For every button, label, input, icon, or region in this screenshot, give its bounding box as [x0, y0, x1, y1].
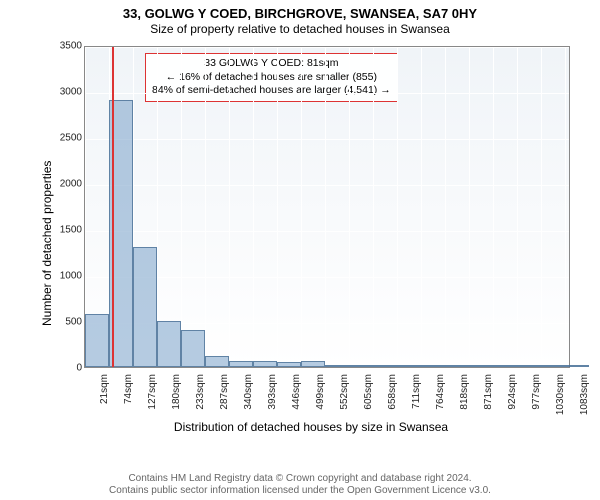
- page-title: 33, GOLWG Y COED, BIRCHGROVE, SWANSEA, S…: [0, 6, 600, 22]
- x-tick: 871sqm: [483, 374, 494, 410]
- histogram-bar: [541, 365, 565, 367]
- x-tick: 1083sqm: [579, 374, 590, 415]
- y-tick: 500: [65, 317, 82, 328]
- y-axis-label: Number of detached properties: [40, 41, 54, 206]
- histogram-bar: [85, 314, 109, 367]
- histogram-bar: [565, 365, 589, 367]
- y-tick: 2500: [60, 133, 82, 144]
- x-tick: 658sqm: [387, 374, 398, 410]
- x-tick: 21sqm: [99, 374, 110, 404]
- x-tick: 818sqm: [459, 374, 470, 410]
- x-tick: 233sqm: [195, 374, 206, 410]
- histogram-bar: [133, 247, 157, 367]
- footer-line: Contains HM Land Registry data © Crown c…: [0, 473, 600, 485]
- x-tick: 446sqm: [291, 374, 302, 410]
- x-tick: 74sqm: [123, 374, 134, 404]
- reference-line: [112, 47, 114, 367]
- x-tick: 499sqm: [315, 374, 326, 410]
- x-tick: 127sqm: [147, 374, 158, 410]
- histogram-bar: [373, 365, 397, 367]
- annotation-line: ← 16% of detached houses are smaller (85…: [152, 71, 391, 85]
- chart: Number of detached properties 33 GOLWG Y…: [44, 46, 578, 418]
- y-tick: 1000: [60, 271, 82, 282]
- footer-line: Contains public sector information licen…: [0, 485, 600, 497]
- x-tick: 924sqm: [507, 374, 518, 410]
- histogram-bar: [253, 361, 277, 367]
- x-tick: 605sqm: [363, 374, 374, 410]
- annotation-box: 33 GOLWG Y COED: 81sqm ← 16% of detached…: [145, 53, 398, 102]
- y-tick: 1500: [60, 225, 82, 236]
- annotation-line: 84% of semi-detached houses are larger (…: [152, 84, 391, 98]
- x-tick: 287sqm: [219, 374, 230, 410]
- x-tick: 393sqm: [267, 374, 278, 410]
- histogram-bar: [421, 365, 445, 367]
- x-tick: 180sqm: [171, 374, 182, 410]
- x-tick: 340sqm: [243, 374, 254, 410]
- histogram-bar: [445, 365, 469, 367]
- page-subtitle: Size of property relative to detached ho…: [0, 22, 600, 37]
- histogram-bar: [157, 321, 181, 367]
- x-axis-label: Distribution of detached houses by size …: [44, 420, 578, 434]
- y-tick: 3000: [60, 87, 82, 98]
- histogram-bar: [493, 365, 517, 367]
- title-block: 33, GOLWG Y COED, BIRCHGROVE, SWANSEA, S…: [0, 0, 600, 37]
- footer: Contains HM Land Registry data © Crown c…: [0, 473, 600, 497]
- x-tick: 977sqm: [531, 374, 542, 410]
- histogram-bar: [277, 362, 301, 367]
- histogram-bar: [301, 361, 325, 367]
- annotation-line: 33 GOLWG Y COED: 81sqm: [152, 57, 391, 71]
- histogram-bar: [469, 365, 493, 367]
- y-tick: 2000: [60, 179, 82, 190]
- histogram-bar: [205, 356, 229, 367]
- histogram-bar: [181, 330, 205, 367]
- y-tick: 0: [76, 363, 82, 374]
- histogram-bar: [229, 361, 253, 367]
- x-tick: 552sqm: [339, 374, 350, 410]
- x-tick: 1030sqm: [555, 374, 566, 415]
- histogram-bar: [517, 365, 541, 367]
- plot-area: 33 GOLWG Y COED: 81sqm ← 16% of detached…: [84, 46, 570, 368]
- x-tick: 711sqm: [411, 374, 422, 409]
- histogram-bar: [397, 365, 421, 367]
- histogram-bar: [349, 365, 373, 367]
- y-tick: 3500: [60, 41, 82, 52]
- x-tick: 764sqm: [435, 374, 446, 410]
- histogram-bar: [325, 365, 349, 367]
